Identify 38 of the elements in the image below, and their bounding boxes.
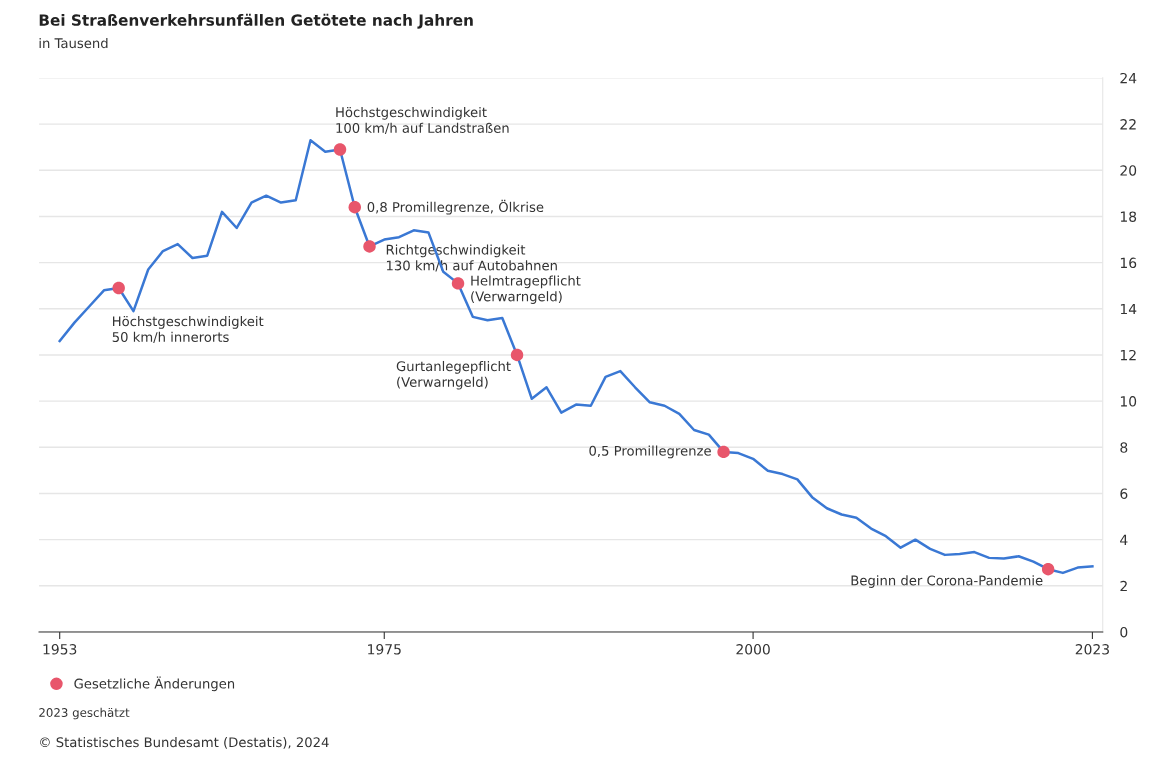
x-tick-label: 1953 [43,644,77,655]
y-tick-label: 16 [1120,257,1137,269]
y-tick-label: 12 [1120,349,1136,361]
y-tick-label: 24 [1120,72,1137,84]
x-tick-label: 2000 [736,644,770,655]
annotation: Höchstgeschwindigkeit 100 km/h auf Landstraßen [336,106,509,134]
point [510,348,524,362]
y-tick-label: 10 [1120,396,1137,407]
y-tick-label: 20 [1120,165,1137,176]
annotation: 0,5 Promillegrenze [589,445,711,459]
point [348,201,361,214]
annotation: Gurtanlegepflicht (Verwarngeld) [396,360,511,390]
y-tick-label: 22 [1120,119,1136,130]
text: 2023 geschätzt [39,707,130,720]
text: © Statistisches Bundesamt (Destatis), 2024 [40,736,329,749]
line-series [58,139,1094,575]
point [112,281,125,295]
legend-label: Gesetzliche Änderungen [74,676,235,692]
y-tick-label: 6 [1120,488,1128,499]
x-tick-label: 2023 [1075,644,1109,655]
point [1041,562,1055,576]
y-tick-label: 8 [1120,442,1128,453]
y-tick-label: 0 [1120,626,1128,638]
y-tick-label: 14 [1120,303,1137,315]
point [717,445,730,459]
point [363,240,376,253]
y-tick-label: 4 [1120,534,1128,545]
annotation: Helmtragepflicht (Verwarngeld) [471,275,581,304]
annotation: Beginn der Corona-Pandemie [851,575,1043,588]
point [333,143,347,156]
y-tick-label: 18 [1120,211,1137,222]
y-tick-label: 2 [1120,580,1127,592]
x-tick-label: 1975 [368,644,401,655]
chart-subtitle: in Tausend [39,37,108,49]
annotation: 0,8 Promillegrenze, Ölkrise [367,199,544,215]
annotation: Höchstgeschwindigkeit 50 km/h innerorts [112,316,264,344]
point [451,277,465,290]
chart-title: Bei Straßenverkehrsunfällen Getötete nach Jahren [39,13,473,29]
